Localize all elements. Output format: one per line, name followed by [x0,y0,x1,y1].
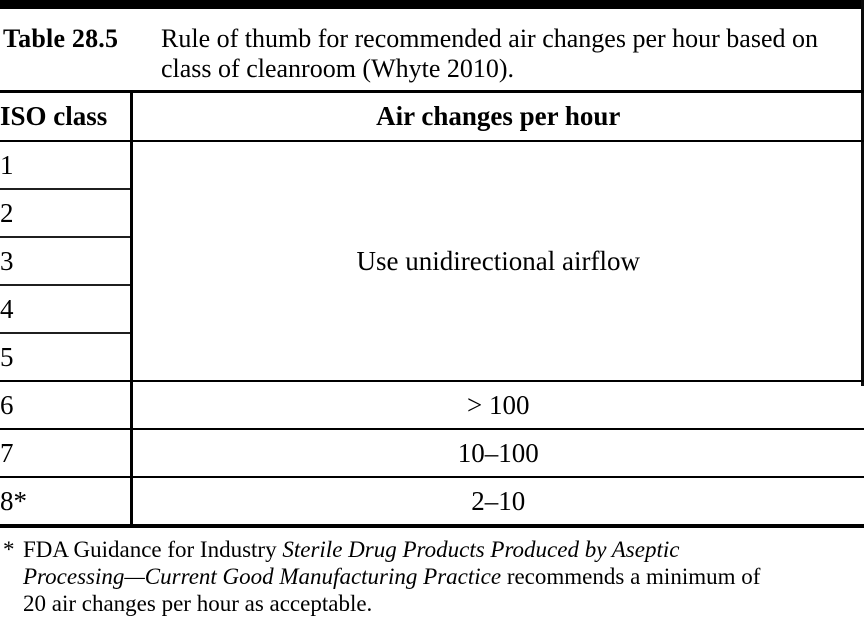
table-footnote: * FDA Guidance for Industry Sterile Drug… [0,536,840,617]
iso-class-cell: 5 [0,333,133,382]
table-row: 8* 2–10 [0,477,864,526]
col-header-air-changes: Air changes per hour [131,91,864,142]
footnote-text-normal: FDA Guidance for Industry [23,537,283,562]
table-row: 5 [0,333,864,382]
iso-class-cell: 4 [0,285,133,334]
iso-class-cell: 2 [0,189,133,238]
table-row: 3 [0,237,864,286]
air-changes-table: ISO class Air changes per hour 1 Use uni… [0,90,864,528]
table-caption: Table 28.5 Rule of thumb for recommended… [0,24,864,84]
iso-class-cell: 6 [0,381,133,430]
col-header-iso-class: ISO class [0,91,133,142]
iso-class-cell: 8* [0,477,133,526]
table-row: 2 [0,189,864,238]
table-number-label: Table 28.5 [3,24,119,53]
air-changes-value-cell: 10–100 [131,429,864,478]
footnote-text: FDA Guidance for Industry Sterile Drug P… [23,536,765,617]
iso-class-cell: 3 [0,237,133,286]
air-changes-value-cell: > 100 [131,381,864,430]
air-changes-value-cell: 2–10 [471,485,526,516]
table-row: 6 > 100 [0,381,864,430]
iso-class-cell: 1 [0,141,133,190]
footnote-text-normal: recommends a minimum of 20 air changes p… [23,564,761,616]
merged-value-cell: Use unidirectional airflow [131,141,864,382]
table-caption-text: Rule of thumb for recommended air change… [161,24,819,83]
iso-class-cell: 7 [0,429,133,478]
footnote-marker: * [3,537,15,562]
footnote-text-italic: Sterile Drug Products Produced by Asepti… [23,537,680,589]
top-rule-bar [0,0,864,9]
table-row: 4 [0,285,864,334]
header-row: ISO class Air changes per hour [0,91,864,142]
table-row: 1 Use unidirectional airflow [0,141,864,382]
table-row: 7 10–100 [0,429,864,478]
